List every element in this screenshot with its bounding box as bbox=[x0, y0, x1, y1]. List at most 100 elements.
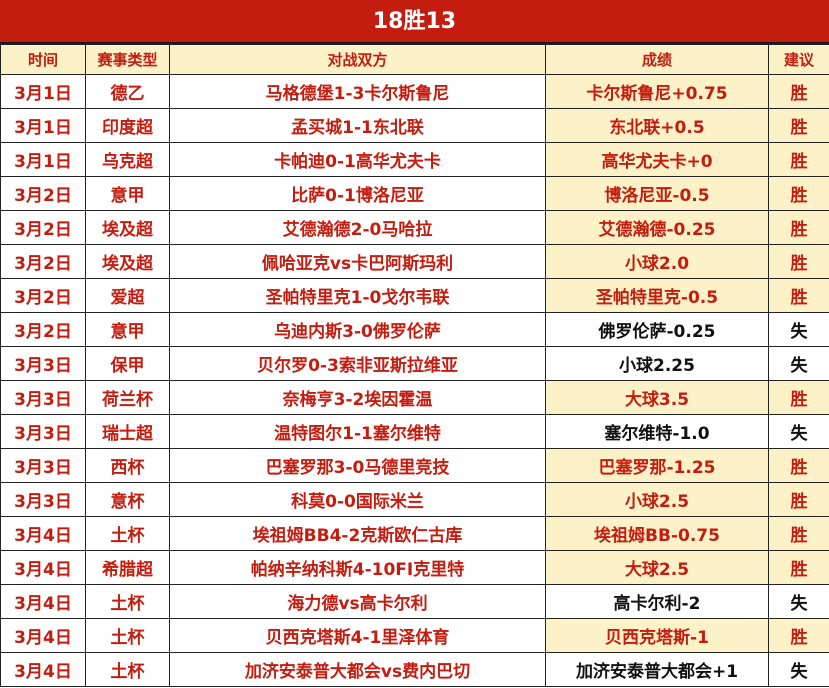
result-cell: 塞尔维特-1.0 bbox=[545, 414, 769, 449]
match-cell: 乌迪内斯3-0佛罗伦萨 bbox=[169, 312, 546, 347]
table-row: 3月1日 德乙 马格德堡1-3卡尔斯鲁尼 卡尔斯鲁尼+0.75 胜 bbox=[0, 74, 829, 109]
result-cell: 圣帕特里克-0.5 bbox=[545, 278, 769, 313]
date-cell: 3月2日 bbox=[0, 244, 86, 279]
result-cell: 巴塞罗那-1.25 bbox=[545, 448, 769, 483]
date-cell: 3月2日 bbox=[0, 176, 86, 211]
date-cell: 3月2日 bbox=[0, 278, 86, 313]
result-cell: 卡尔斯鲁尼+0.75 bbox=[545, 74, 769, 109]
date-cell: 3月1日 bbox=[0, 108, 86, 143]
league-cell: 土杯 bbox=[85, 652, 170, 687]
league-cell: 保甲 bbox=[85, 346, 170, 381]
header-league: 赛事类型 bbox=[85, 44, 170, 75]
advice-cell: 失 bbox=[768, 414, 829, 449]
date-cell: 3月3日 bbox=[0, 380, 86, 415]
league-cell: 印度超 bbox=[85, 108, 170, 143]
advice-cell: 失 bbox=[768, 312, 829, 347]
advice-cell: 胜 bbox=[768, 176, 829, 211]
result-cell: 埃祖姆BB-0.75 bbox=[545, 516, 769, 551]
date-cell: 3月4日 bbox=[0, 618, 86, 653]
table-row: 3月4日 希腊超 帕纳辛纳科斯4-10FI克里特 大球2.5 胜 bbox=[0, 550, 829, 585]
match-cell: 比萨0-1博洛尼亚 bbox=[169, 176, 546, 211]
date-cell: 3月3日 bbox=[0, 414, 86, 449]
league-cell: 爱超 bbox=[85, 278, 170, 313]
match-cell: 马格德堡1-3卡尔斯鲁尼 bbox=[169, 74, 546, 109]
match-cell: 贝尔罗0-3索非亚斯拉维亚 bbox=[169, 346, 546, 381]
league-cell: 意甲 bbox=[85, 176, 170, 211]
table-row: 3月2日 意甲 乌迪内斯3-0佛罗伦萨 佛罗伦萨-0.25 失 bbox=[0, 312, 829, 347]
match-cell: 贝西克塔斯4-1里泽体育 bbox=[169, 618, 546, 653]
result-cell: 艾德瀚德-0.25 bbox=[545, 210, 769, 245]
table-row: 3月4日 土杯 埃祖姆BB4-2克斯欧仁古库 埃祖姆BB-0.75 胜 bbox=[0, 516, 829, 551]
table-row: 3月4日 土杯 加济安泰普大都会vs费内巴切 加济安泰普大都会+1 失 bbox=[0, 652, 829, 687]
table-row: 3月4日 土杯 贝西克塔斯4-1里泽体育 贝西克塔斯-1 胜 bbox=[0, 618, 829, 653]
header-result: 成绩 bbox=[545, 44, 769, 75]
advice-cell: 胜 bbox=[768, 210, 829, 245]
result-cell: 东北联+0.5 bbox=[545, 108, 769, 143]
advice-cell: 胜 bbox=[768, 482, 829, 517]
league-cell: 乌克超 bbox=[85, 142, 170, 177]
match-cell: 圣帕特里克1-0戈尔韦联 bbox=[169, 278, 546, 313]
match-cell: 加济安泰普大都会vs费内巴切 bbox=[169, 652, 546, 687]
match-cell: 科莫0-0国际米兰 bbox=[169, 482, 546, 517]
table-row: 3月2日 意甲 比萨0-1博洛尼亚 博洛尼亚-0.5 胜 bbox=[0, 176, 829, 211]
advice-cell: 失 bbox=[768, 652, 829, 687]
table-row: 3月1日 乌克超 卡帕迪0-1高华尤夫卡 高华尤夫卡+0 胜 bbox=[0, 142, 829, 177]
match-cell: 艾德瀚德2-0马哈拉 bbox=[169, 210, 546, 245]
league-cell: 德乙 bbox=[85, 74, 170, 109]
advice-cell: 胜 bbox=[768, 380, 829, 415]
date-cell: 3月4日 bbox=[0, 584, 86, 619]
advice-cell: 失 bbox=[768, 584, 829, 619]
league-cell: 土杯 bbox=[85, 618, 170, 653]
advice-cell: 胜 bbox=[768, 516, 829, 551]
result-cell: 小球2.0 bbox=[545, 244, 769, 279]
advice-cell: 胜 bbox=[768, 448, 829, 483]
league-cell: 意甲 bbox=[85, 312, 170, 347]
league-cell: 埃及超 bbox=[85, 210, 170, 245]
table-row: 3月3日 荷兰杯 奈梅亨3-2埃因霍温 大球3.5 胜 bbox=[0, 380, 829, 415]
result-cell: 小球2.25 bbox=[545, 346, 769, 381]
result-cell: 高卡尔利-2 bbox=[545, 584, 769, 619]
league-cell: 希腊超 bbox=[85, 550, 170, 585]
match-cell: 奈梅亨3-2埃因霍温 bbox=[169, 380, 546, 415]
match-cell: 佩哈亚克vs卡巴阿斯玛利 bbox=[169, 244, 546, 279]
date-cell: 3月3日 bbox=[0, 482, 86, 517]
match-cell: 孟买城1-1东北联 bbox=[169, 108, 546, 143]
match-cell: 温特图尔1-1塞尔维特 bbox=[169, 414, 546, 449]
table-title: 18胜13 bbox=[0, 0, 829, 44]
date-cell: 3月3日 bbox=[0, 346, 86, 381]
table-row: 3月3日 保甲 贝尔罗0-3索非亚斯拉维亚 小球2.25 失 bbox=[0, 346, 829, 381]
advice-cell: 胜 bbox=[768, 108, 829, 143]
table-row: 3月2日 埃及超 佩哈亚克vs卡巴阿斯玛利 小球2.0 胜 bbox=[0, 244, 829, 279]
table-row: 3月2日 爱超 圣帕特里克1-0戈尔韦联 圣帕特里克-0.5 胜 bbox=[0, 278, 829, 313]
match-cell: 巴塞罗那3-0马德里竞技 bbox=[169, 448, 546, 483]
table-row: 3月4日 土杯 海力德vs高卡尔利 高卡尔利-2 失 bbox=[0, 584, 829, 619]
result-cell: 小球2.5 bbox=[545, 482, 769, 517]
date-cell: 3月4日 bbox=[0, 550, 86, 585]
advice-cell: 胜 bbox=[768, 142, 829, 177]
header-match: 对战双方 bbox=[169, 44, 546, 75]
date-cell: 3月1日 bbox=[0, 142, 86, 177]
advice-cell: 胜 bbox=[768, 278, 829, 313]
date-cell: 3月2日 bbox=[0, 210, 86, 245]
match-cell: 海力德vs高卡尔利 bbox=[169, 584, 546, 619]
advice-cell: 胜 bbox=[768, 550, 829, 585]
results-table: 时间 赛事类型 对战双方 成绩 建议 3月1日 德乙 马格德堡1-3卡尔斯鲁尼 卡尔斯… bbox=[0, 44, 829, 687]
league-cell: 瑞士超 bbox=[85, 414, 170, 449]
table-row: 3月3日 瑞士超 温特图尔1-1塞尔维特 塞尔维特-1.0 失 bbox=[0, 414, 829, 449]
advice-cell: 失 bbox=[768, 346, 829, 381]
result-cell: 佛罗伦萨-0.25 bbox=[545, 312, 769, 347]
header-row: 时间 赛事类型 对战双方 成绩 建议 bbox=[0, 44, 829, 75]
date-cell: 3月4日 bbox=[0, 652, 86, 687]
result-cell: 博洛尼亚-0.5 bbox=[545, 176, 769, 211]
league-cell: 土杯 bbox=[85, 516, 170, 551]
header-date: 时间 bbox=[0, 44, 86, 75]
advice-cell: 胜 bbox=[768, 244, 829, 279]
table-row: 3月2日 埃及超 艾德瀚德2-0马哈拉 艾德瀚德-0.25 胜 bbox=[0, 210, 829, 245]
league-cell: 西杯 bbox=[85, 448, 170, 483]
date-cell: 3月2日 bbox=[0, 312, 86, 347]
result-cell: 高华尤夫卡+0 bbox=[545, 142, 769, 177]
header-advice: 建议 bbox=[768, 44, 829, 75]
advice-cell: 胜 bbox=[768, 618, 829, 653]
league-cell: 意杯 bbox=[85, 482, 170, 517]
